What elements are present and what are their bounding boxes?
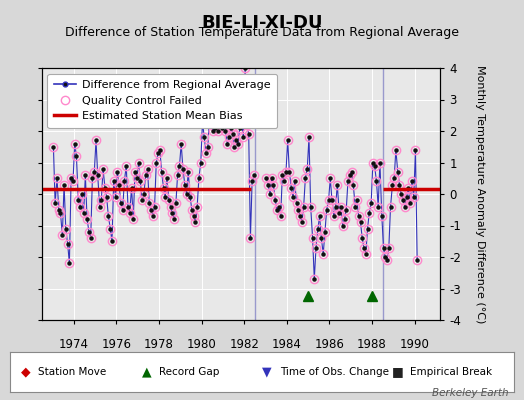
Text: 1976: 1976 — [102, 338, 132, 351]
Text: 1990: 1990 — [400, 338, 430, 351]
Text: BIE-LI-XI-DU: BIE-LI-XI-DU — [201, 14, 323, 32]
Text: 1988: 1988 — [357, 338, 387, 351]
Text: Difference of Station Temperature Data from Regional Average: Difference of Station Temperature Data f… — [65, 26, 459, 39]
Text: 1982: 1982 — [230, 338, 259, 351]
Text: Record Gap: Record Gap — [159, 367, 219, 377]
Text: 1978: 1978 — [144, 338, 174, 351]
Legend: Difference from Regional Average, Quality Control Failed, Estimated Station Mean: Difference from Regional Average, Qualit… — [48, 74, 277, 128]
Text: ◆: ◆ — [21, 366, 30, 378]
Text: ■: ■ — [392, 366, 403, 378]
Text: ▼: ▼ — [262, 366, 272, 378]
Text: 1986: 1986 — [314, 338, 344, 351]
Text: 1980: 1980 — [187, 338, 216, 351]
Text: Empirical Break: Empirical Break — [410, 367, 493, 377]
Text: Time of Obs. Change: Time of Obs. Change — [280, 367, 389, 377]
Text: 1974: 1974 — [59, 338, 89, 351]
Text: Berkeley Earth: Berkeley Earth — [432, 388, 508, 398]
Text: Station Move: Station Move — [38, 367, 106, 377]
Text: 1984: 1984 — [272, 338, 302, 351]
Y-axis label: Monthly Temperature Anomaly Difference (°C): Monthly Temperature Anomaly Difference (… — [475, 65, 485, 323]
Text: ▲: ▲ — [141, 366, 151, 378]
